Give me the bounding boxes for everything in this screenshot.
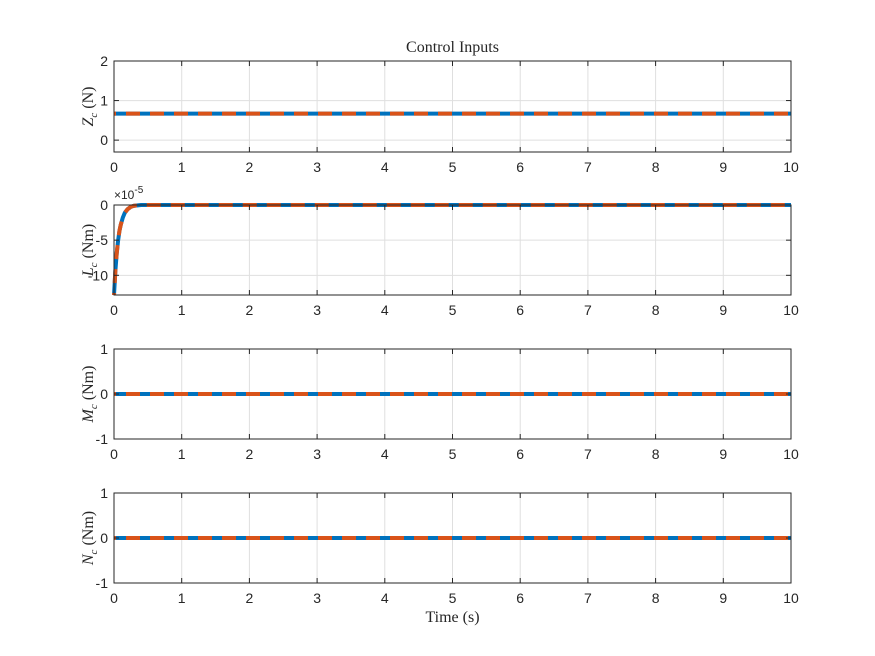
y-tick-label: 0 — [100, 132, 108, 148]
x-tick-label: 10 — [783, 302, 799, 318]
x-tick-label: 4 — [381, 446, 389, 462]
x-tick-label: 9 — [719, 446, 727, 462]
x-tick-label: 8 — [652, 446, 660, 462]
x-tick-label: 2 — [246, 446, 254, 462]
x-tick-label: 9 — [719, 590, 727, 606]
x-tick-label: 1 — [178, 590, 186, 606]
y-tick-label: 1 — [100, 93, 108, 109]
x-tick-label: 1 — [178, 159, 186, 175]
x-tick-label: 10 — [783, 590, 799, 606]
x-tick-label: 8 — [652, 302, 660, 318]
x-tick-label: 5 — [449, 446, 457, 462]
x-tick-label: 0 — [110, 302, 118, 318]
x-tick-label: 4 — [381, 302, 389, 318]
y-tick-label: -5 — [96, 232, 109, 248]
x-tick-label: 9 — [719, 159, 727, 175]
x-tick-label: 2 — [246, 302, 254, 318]
y-tick-label: 0 — [100, 197, 108, 213]
y-tick-label: 1 — [100, 485, 108, 501]
y-axis-label: Nc (Nm) — [80, 511, 100, 566]
x-tick-label: 3 — [313, 446, 321, 462]
x-axis-label: Time (s) — [425, 609, 479, 626]
x-tick-label: 6 — [516, 159, 524, 175]
x-tick-label: 1 — [178, 302, 186, 318]
y-tick-label: -1 — [96, 575, 109, 591]
x-tick-label: 0 — [110, 590, 118, 606]
subplot-2: 0 1 2 3 4 5 6 7 8 9 10 0 -5 -10 ×10-5 Lc (Nm) — [80, 185, 799, 318]
x-tick-label: 2 — [246, 159, 254, 175]
y-tick-label: 2 — [100, 53, 108, 69]
x-tick-label: 4 — [381, 590, 389, 606]
x-tick-label: 3 — [313, 302, 321, 318]
x-tick-label: 8 — [652, 590, 660, 606]
y-tick-label: 0 — [100, 386, 108, 402]
chart-title: Control Inputs — [406, 39, 499, 56]
x-tick-label: 10 — [783, 159, 799, 175]
y-axis-label: Mc (Nm) — [80, 366, 100, 424]
x-tick-label: 7 — [584, 159, 592, 175]
x-tick-label: 7 — [584, 446, 592, 462]
x-tick-label: 0 — [110, 159, 118, 175]
y-tick-label: 1 — [100, 341, 108, 357]
y-tick-label: -10 — [88, 267, 108, 283]
y-tick-label: 0 — [100, 530, 108, 546]
x-tick-label: 1 — [178, 446, 186, 462]
x-tick-label: 0 — [110, 446, 118, 462]
x-tick-label: 5 — [449, 302, 457, 318]
y-axis-label: Lc (Nm) — [80, 224, 100, 277]
x-tick-label: 5 — [449, 159, 457, 175]
y-axis-label: Zc (N) — [80, 86, 100, 126]
subplot-1: 0 1 2 3 4 5 6 7 8 9 10 0 1 2 Control Inputs Zc (N) — [80, 39, 799, 175]
x-tick-label: 10 — [783, 446, 799, 462]
x-tick-label: 6 — [516, 446, 524, 462]
x-tick-label: 3 — [313, 159, 321, 175]
x-tick-label: 7 — [584, 302, 592, 318]
x-tick-label: 6 — [516, 302, 524, 318]
y-exponent-label: ×10-5 — [114, 185, 144, 202]
x-tick-label: 3 — [313, 590, 321, 606]
y-tick-label: -1 — [96, 431, 109, 447]
x-tick-label: 8 — [652, 159, 660, 175]
x-tick-label: 2 — [246, 590, 254, 606]
x-tick-label: 9 — [719, 302, 727, 318]
x-tick-label: 5 — [449, 590, 457, 606]
x-tick-label: 4 — [381, 159, 389, 175]
x-tick-label: 7 — [584, 590, 592, 606]
x-tick-label: 6 — [516, 590, 524, 606]
